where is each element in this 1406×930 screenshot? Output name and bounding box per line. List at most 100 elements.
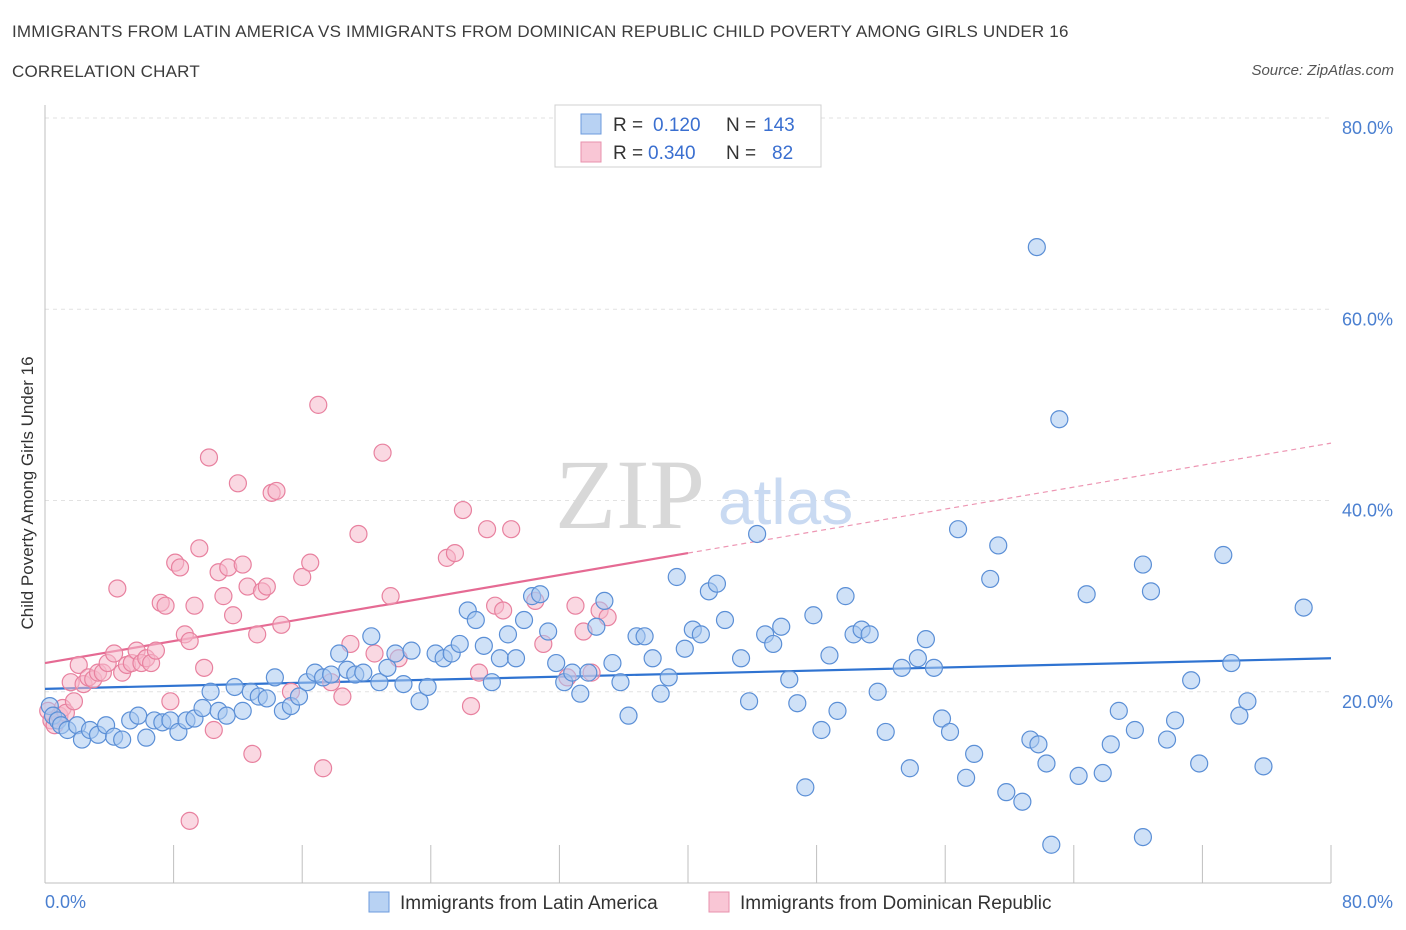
data-point-dominican bbox=[108, 579, 127, 598]
legend-n-value-2: 82 bbox=[772, 143, 793, 164]
data-point-latin-america bbox=[812, 720, 831, 740]
data-point-latin-america bbox=[354, 663, 373, 682]
data-point-latin-america bbox=[506, 649, 526, 668]
data-point-dominican bbox=[477, 520, 497, 539]
data-point-latin-america bbox=[788, 694, 807, 713]
data-point-dominican bbox=[309, 395, 328, 414]
y-axis-label: Child Poverty Among Girls Under 16 bbox=[18, 356, 37, 629]
data-point-dominican bbox=[214, 587, 233, 606]
legend-n-label-1: N = bbox=[726, 115, 756, 136]
data-point-latin-america bbox=[418, 677, 437, 697]
data-point-latin-america bbox=[748, 524, 767, 544]
data-point-latin-america bbox=[940, 722, 960, 742]
data-point-latin-america bbox=[193, 698, 212, 718]
data-point-dominican bbox=[243, 744, 262, 764]
data-point-latin-america bbox=[772, 617, 791, 636]
data-point-latin-america bbox=[1077, 585, 1096, 604]
data-point-dominican bbox=[461, 696, 481, 716]
data-point-dominican bbox=[199, 448, 219, 467]
data-point-latin-america bbox=[860, 625, 879, 644]
data-point-latin-america bbox=[330, 644, 349, 663]
x-tick-label: 0.0% bbox=[45, 892, 86, 912]
data-point-dominican bbox=[257, 577, 276, 596]
data-point-dominican bbox=[293, 567, 312, 587]
correlation-legend: R = 0.120 N = 143 R = 0.340 N = 82 bbox=[554, 104, 822, 168]
data-point-latin-america bbox=[764, 634, 783, 654]
data-point-latin-america bbox=[924, 658, 944, 677]
data-point-latin-america bbox=[490, 649, 510, 668]
y-tick-labels: 20.0% 40.0% 60.0% 80.0% bbox=[1342, 118, 1393, 712]
y-tick-label: 20.0% bbox=[1342, 692, 1393, 712]
series-dominican-points bbox=[39, 395, 617, 830]
data-point-dominican bbox=[502, 520, 521, 539]
data-point-latin-america bbox=[137, 728, 156, 747]
data-point-latin-america bbox=[643, 649, 662, 668]
data-point-dominican bbox=[195, 658, 214, 677]
data-point-latin-america bbox=[603, 653, 622, 673]
data-point-latin-america bbox=[635, 627, 654, 646]
data-point-latin-america bbox=[386, 644, 405, 663]
legend-r-label-2: R = bbox=[613, 143, 643, 164]
data-point-latin-america bbox=[876, 722, 895, 742]
data-point-dominican bbox=[566, 596, 585, 615]
data-point-latin-america bbox=[450, 634, 469, 654]
data-point-latin-america bbox=[900, 759, 919, 778]
data-point-dominican bbox=[233, 555, 252, 574]
data-point-dominican bbox=[267, 481, 286, 501]
data-point-latin-america bbox=[1101, 735, 1120, 754]
y-tick-label: 80.0% bbox=[1342, 118, 1393, 138]
data-point-latin-america bbox=[1238, 692, 1257, 711]
data-point-latin-america bbox=[362, 627, 381, 646]
series-latin-america-points bbox=[40, 237, 1313, 854]
data-point-latin-america bbox=[1027, 237, 1046, 257]
data-point-latin-america bbox=[667, 567, 686, 587]
y-axis-label-group: Child Poverty Among Girls Under 16 bbox=[18, 356, 37, 629]
data-point-latin-america bbox=[265, 668, 284, 687]
axes bbox=[44, 105, 1332, 884]
data-point-latin-america bbox=[731, 649, 751, 668]
data-point-dominican bbox=[248, 625, 267, 644]
data-point-latin-america bbox=[1069, 766, 1088, 786]
data-point-dominican bbox=[453, 500, 473, 520]
data-point-dominican bbox=[373, 443, 392, 462]
data-point-latin-america bbox=[1165, 711, 1185, 730]
legend-n-value-1: 143 bbox=[763, 115, 795, 136]
data-point-dominican bbox=[365, 644, 384, 663]
data-point-latin-america bbox=[466, 610, 485, 630]
data-point-latin-america bbox=[514, 610, 534, 630]
data-point-latin-america bbox=[892, 658, 911, 677]
source-label: Source: ZipAtlas.com bbox=[1251, 62, 1394, 79]
data-point-latin-america bbox=[233, 701, 252, 720]
data-point-latin-america bbox=[539, 622, 558, 641]
data-point-latin-america bbox=[1125, 720, 1144, 740]
data-point-dominican bbox=[349, 524, 368, 544]
data-point-latin-america bbox=[547, 653, 566, 673]
data-point-dominican bbox=[170, 558, 190, 577]
data-point-dominican bbox=[313, 759, 333, 778]
data-point-latin-america bbox=[1050, 410, 1069, 429]
data-point-latin-america bbox=[836, 587, 855, 606]
data-point-latin-america bbox=[908, 649, 927, 668]
legend-swatch-pink bbox=[580, 141, 602, 163]
data-point-dominican bbox=[190, 539, 209, 558]
data-point-dominican bbox=[69, 655, 88, 675]
data-point-latin-america bbox=[868, 682, 887, 701]
data-point-latin-america bbox=[1109, 701, 1128, 720]
data-point-latin-america bbox=[402, 641, 421, 660]
data-point-dominican bbox=[161, 692, 180, 711]
watermark-atlas: atlas bbox=[718, 466, 853, 538]
watermark: ZIP atlas bbox=[555, 439, 853, 550]
data-point-latin-america bbox=[257, 689, 276, 708]
data-point-dominican bbox=[105, 644, 124, 663]
data-point-latin-america bbox=[1254, 757, 1273, 776]
data-point-latin-america bbox=[1029, 735, 1048, 754]
data-point-latin-america bbox=[932, 709, 952, 728]
data-point-latin-america bbox=[659, 668, 678, 687]
bottom-legend-label-2: Immigrants from Dominican Republic bbox=[740, 893, 1052, 914]
data-point-dominican bbox=[272, 615, 291, 634]
data-point-latin-america bbox=[739, 692, 759, 711]
data-point-latin-america bbox=[619, 706, 638, 725]
data-point-latin-america bbox=[201, 682, 220, 701]
data-point-latin-america bbox=[498, 625, 518, 644]
